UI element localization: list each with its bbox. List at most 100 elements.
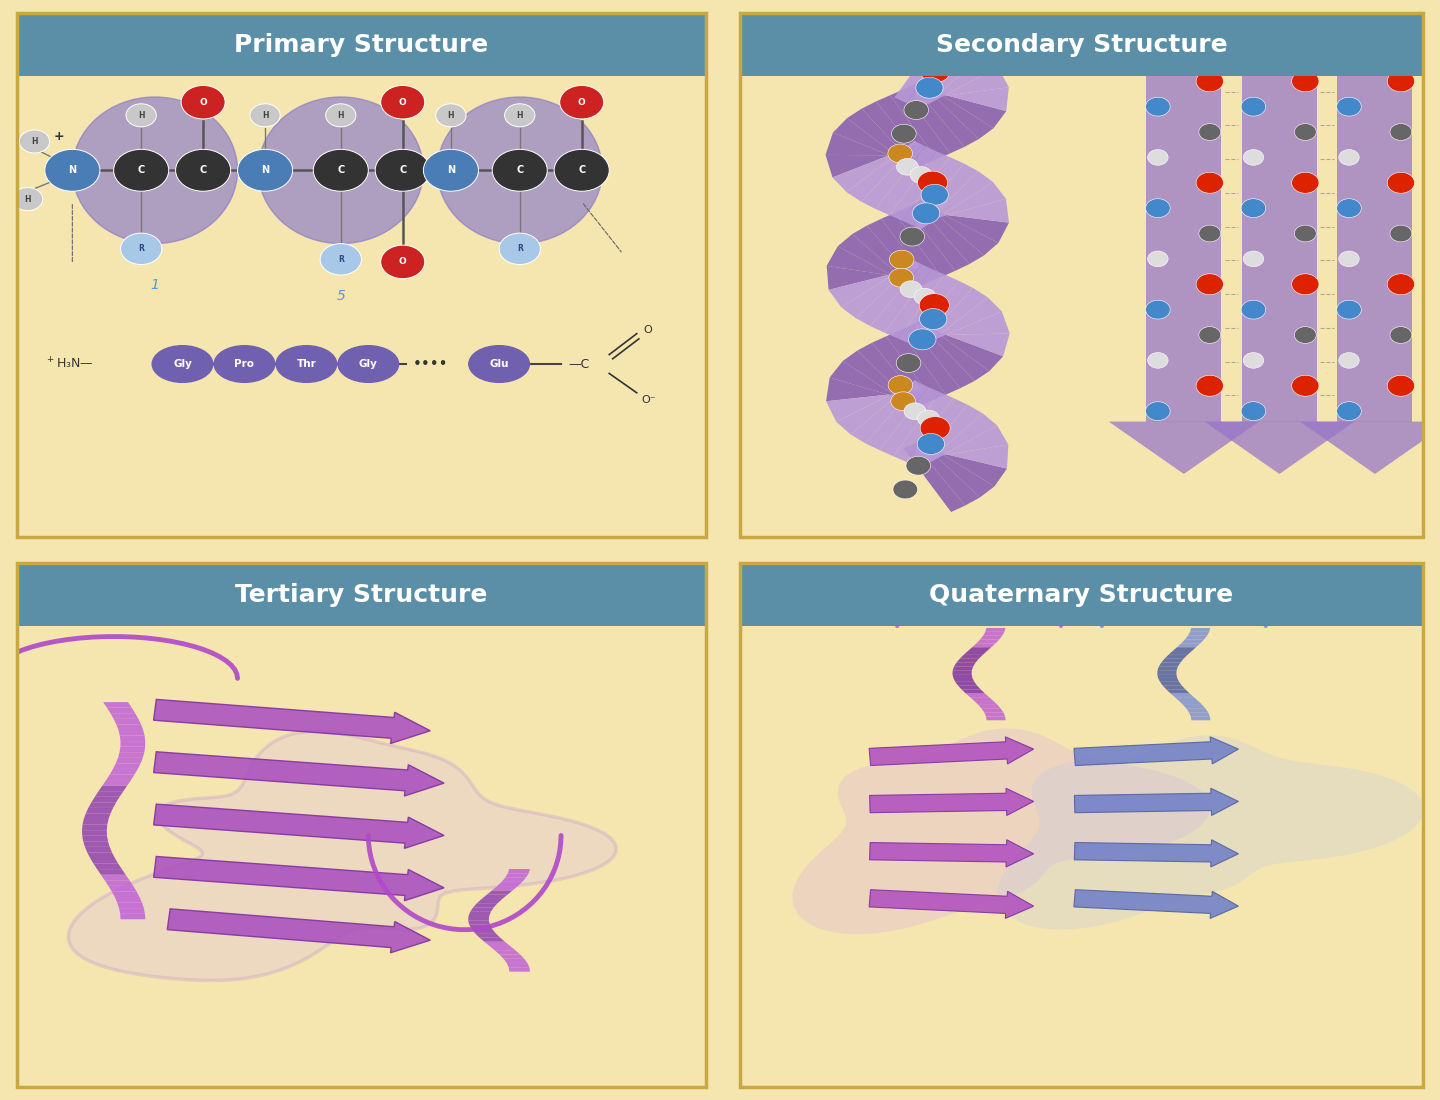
Polygon shape: [873, 337, 933, 405]
Circle shape: [1200, 123, 1221, 141]
Polygon shape: [91, 858, 118, 864]
Polygon shape: [894, 34, 955, 102]
Circle shape: [121, 233, 161, 264]
Circle shape: [1339, 352, 1359, 368]
Text: O: O: [399, 257, 406, 266]
Circle shape: [913, 202, 940, 223]
Polygon shape: [84, 814, 111, 820]
Circle shape: [909, 329, 936, 350]
Text: C: C: [138, 165, 145, 175]
Polygon shape: [1184, 705, 1205, 708]
Polygon shape: [487, 890, 513, 894]
Polygon shape: [120, 914, 145, 920]
Circle shape: [897, 158, 919, 175]
Text: H: H: [448, 111, 454, 120]
Polygon shape: [480, 937, 505, 942]
Polygon shape: [919, 81, 994, 139]
Polygon shape: [115, 758, 143, 763]
Polygon shape: [105, 880, 132, 886]
Circle shape: [13, 188, 43, 210]
Circle shape: [900, 228, 924, 246]
Polygon shape: [876, 146, 936, 216]
Polygon shape: [108, 886, 137, 891]
Polygon shape: [861, 142, 926, 209]
Polygon shape: [876, 96, 937, 164]
Circle shape: [1241, 402, 1266, 420]
Polygon shape: [481, 894, 507, 899]
Polygon shape: [880, 387, 940, 456]
Circle shape: [1243, 251, 1264, 266]
Polygon shape: [1161, 682, 1182, 685]
Polygon shape: [1338, 66, 1413, 421]
Polygon shape: [85, 847, 112, 852]
Polygon shape: [832, 141, 917, 192]
Text: H: H: [517, 111, 523, 120]
Polygon shape: [88, 802, 117, 807]
Polygon shape: [851, 381, 919, 443]
Text: C: C: [399, 165, 406, 175]
Polygon shape: [919, 320, 989, 381]
FancyArrow shape: [870, 839, 1034, 867]
Polygon shape: [114, 718, 141, 725]
Polygon shape: [958, 685, 981, 690]
Text: C: C: [200, 165, 207, 175]
Polygon shape: [96, 869, 125, 874]
Polygon shape: [909, 280, 973, 348]
Polygon shape: [507, 964, 530, 967]
Polygon shape: [953, 678, 975, 682]
Text: O: O: [399, 98, 406, 107]
Polygon shape: [913, 164, 978, 229]
Polygon shape: [881, 213, 942, 282]
Polygon shape: [1176, 644, 1201, 647]
Polygon shape: [471, 928, 495, 933]
Polygon shape: [95, 791, 124, 796]
Polygon shape: [88, 852, 115, 858]
Polygon shape: [953, 667, 973, 670]
Polygon shape: [82, 830, 107, 836]
Text: Glu: Glu: [490, 359, 508, 369]
Polygon shape: [919, 172, 994, 230]
Polygon shape: [82, 820, 108, 825]
Text: $^+$H₃N—: $^+$H₃N—: [45, 356, 94, 372]
Circle shape: [1336, 300, 1361, 319]
Polygon shape: [1158, 670, 1176, 674]
Polygon shape: [867, 219, 929, 287]
Text: H: H: [24, 195, 30, 204]
Polygon shape: [842, 351, 916, 409]
FancyArrow shape: [154, 857, 444, 901]
Polygon shape: [1161, 659, 1184, 662]
FancyBboxPatch shape: [740, 563, 1423, 626]
Polygon shape: [865, 383, 929, 450]
Circle shape: [114, 150, 168, 191]
Circle shape: [1387, 274, 1414, 295]
Polygon shape: [500, 955, 524, 959]
Circle shape: [436, 103, 467, 127]
Circle shape: [1243, 352, 1264, 368]
Polygon shape: [1171, 693, 1194, 697]
Circle shape: [893, 480, 917, 499]
Polygon shape: [963, 651, 986, 654]
FancyArrow shape: [154, 700, 431, 744]
Text: ••••: ••••: [412, 356, 448, 372]
Polygon shape: [1158, 667, 1178, 670]
Polygon shape: [899, 326, 960, 395]
Polygon shape: [913, 81, 979, 147]
Circle shape: [504, 103, 534, 127]
Polygon shape: [1158, 678, 1179, 682]
Polygon shape: [98, 785, 127, 791]
Circle shape: [1336, 199, 1361, 218]
Polygon shape: [985, 713, 1005, 716]
Polygon shape: [1185, 636, 1207, 639]
Polygon shape: [828, 261, 919, 307]
Polygon shape: [474, 903, 498, 907]
Polygon shape: [917, 297, 1002, 350]
Text: Pro: Pro: [235, 359, 255, 369]
Text: Gly: Gly: [173, 359, 192, 369]
Polygon shape: [118, 752, 144, 758]
Polygon shape: [1168, 651, 1192, 654]
Circle shape: [1146, 300, 1171, 319]
Polygon shape: [1204, 29, 1355, 66]
Text: +: +: [53, 130, 63, 143]
Polygon shape: [910, 322, 975, 388]
Circle shape: [906, 456, 930, 475]
